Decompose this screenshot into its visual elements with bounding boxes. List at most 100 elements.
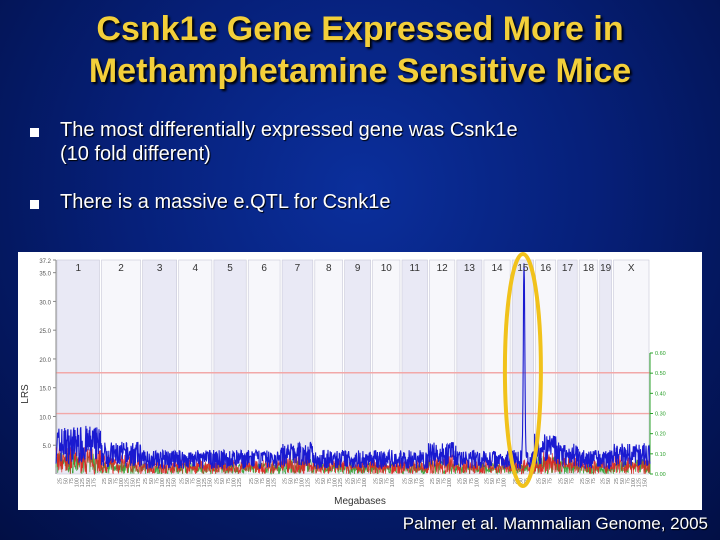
x-tick-label: 100 [362,478,368,487]
x-tick-label: 100 [266,478,272,487]
y-tick-label: 15.0 [39,387,51,393]
x-tick-label: 50 [351,478,357,484]
chromosome-panel [178,259,213,475]
x-tick-label: 75 [294,478,300,484]
x-tick-label: 50 [436,478,442,484]
x-tick-label: 25 [558,478,564,484]
slide-title: Csnk1e Gene Expressed More in Methamphet… [0,8,720,92]
x-tick-label: 50 [463,478,469,484]
x-tick-label: 50 [185,478,191,484]
y-tick-label: 5.0 [43,444,52,450]
x-tick-label: 125 [166,478,172,487]
chromosome-label: 10 [381,263,393,274]
y2-tick-label: 0.10 [655,452,666,458]
x-tick-label: 25 [600,478,606,484]
chromosome-label: 13 [464,263,476,274]
y2-tick-label: 0.60 [655,351,666,357]
x-tick-label: 25 [614,478,620,484]
chromosome-panel [456,259,483,475]
y-axis-label: LRS [20,384,31,404]
chromosome-label: 8 [326,263,332,274]
chromosome-panel [281,259,314,475]
bullet-text-cont: (10 fold different) [60,143,211,165]
x-tick-label: 50 [63,478,69,484]
y-tick-label: 10.0 [39,415,51,421]
chromosome-label: 15 [517,263,529,274]
y-tick-label: 30.0 [39,300,51,306]
chromosome-label: 18 [583,263,595,274]
chromosome-panel [314,259,343,475]
x-tick-label: 150 [208,478,214,487]
x-tick-label: 100 [502,478,508,487]
chromosome-label: 3 [157,263,163,274]
chromosome-panel [344,259,371,475]
x-tick-label: 100 [231,478,237,487]
chromosome-panel [557,259,578,475]
chromosome-label: 14 [491,263,503,274]
x-tick-label: 100 [474,478,480,487]
x-tick-label: 50 [255,478,261,484]
chromosome-panel [372,259,401,475]
chromosome-label: 16 [540,263,552,274]
x-tick-label: 25 [580,478,586,484]
bullet-square-icon [30,200,39,209]
peak-highlight-ellipse [502,252,543,488]
series-lrs [55,263,651,470]
x-tick-label: 125 [80,478,86,487]
chromosome-panel [599,259,612,475]
y2-tick-label: 0.30 [655,412,666,418]
x-tick-label: 50 [321,478,327,484]
bullet-text: There is a massive e.QTL for Csnk1e [60,191,391,213]
x-tick-label: 100 [447,478,453,487]
x-tick-label: 50 [542,478,548,484]
x-tick-label: 175 [92,478,98,487]
y2-tick-label: 0.40 [655,391,666,397]
bullet-list: The most differentially expressed gene w… [30,118,710,238]
x-tick-label: 50 [585,478,591,484]
bullet-item: The most differentially expressed gene w… [30,118,710,166]
eqtl-chart: 5.0 10.0 15.0 20.0 25.0 30.0 35.0 37.2 0.00 0.10… [18,252,702,510]
title-line-1: Csnk1e Gene Expressed More in [96,10,624,48]
title-line-2: Methamphetamine Sensitive Mice [88,52,632,90]
x-tick-label: 100 [300,478,306,487]
x-tick-label: 125 [271,478,277,487]
x-tick-label: 25 [457,478,463,484]
chromosome-panel [142,259,177,475]
bullet-text: The most differentially expressed gene w… [60,119,518,141]
x-tick-label: 50 [620,478,626,484]
chromosome-panel [429,259,456,475]
x-tick-label: 50 [606,478,612,484]
chromosome-label: 17 [562,263,574,274]
y2-tick-label: 0.20 [655,432,666,438]
x-tick-label: 150 [130,478,136,487]
x-tick-label: 25 [315,478,321,484]
x-tick-label: 75 [570,478,576,484]
x-tick-label: 25 [403,478,409,484]
x-tick-label: 125 [637,478,643,487]
x-tick-label: 100 [75,478,81,487]
x-tick-label: 150 [86,478,92,487]
x-tick-label: 125 [305,478,311,487]
x-tick-label: 75 [548,478,554,484]
chromosome-panel [247,259,281,475]
chromosome-label: 11 [410,263,421,274]
x-tick-label: 100 [196,478,202,487]
citation: Palmer et al. Mammalian Genome, 2005 [402,514,708,533]
chromosome-panel [401,259,428,475]
x-tick-label: 75 [469,478,475,484]
x-tick-label: 25 [345,478,351,484]
x-tick-label: 25 [283,478,289,484]
chromosome-panel [101,259,141,475]
x-tick-label: 75 [327,478,333,484]
x-axis-label: Megabases [334,496,386,507]
chromosome-label: 12 [437,263,449,274]
x-tick-label: 75 [113,478,119,484]
x-tick-label: 25 [215,478,221,484]
x-tick-label: 25 [430,478,436,484]
x-tick-label: 100 [119,478,125,487]
chromosome-label: 4 [193,263,199,274]
x-tick-label: 75 [191,478,197,484]
chromosome-label: 2 [118,263,124,274]
chromosome-label: X [628,263,635,274]
x-tick-label: 75 [357,478,363,484]
